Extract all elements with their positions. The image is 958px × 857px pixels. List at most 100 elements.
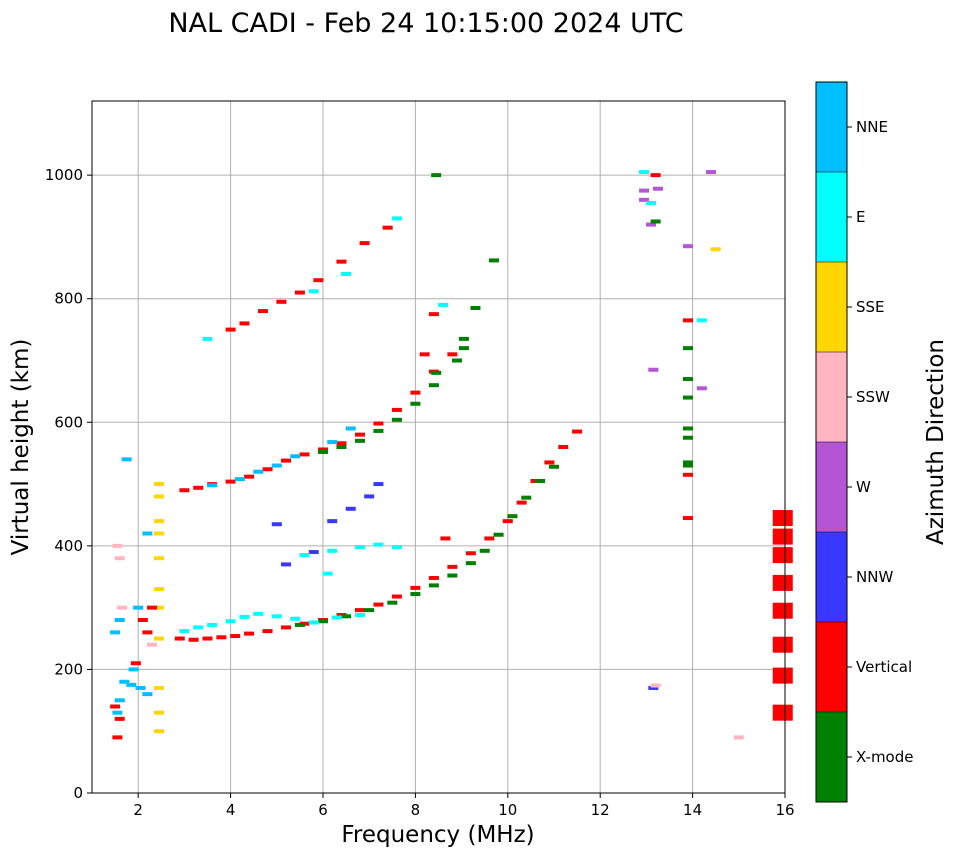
data-point: [341, 272, 352, 276]
colorbar: X-mode Vertical NNW W SSW SSE E NNE: [815, 81, 913, 803]
data-point: [382, 225, 393, 230]
data-point: [327, 548, 338, 553]
data-point: [682, 377, 693, 382]
data-point: [153, 531, 164, 536]
data-point: [257, 309, 268, 314]
data-point: [359, 241, 370, 246]
data-point: [202, 636, 213, 641]
data-point: [646, 200, 657, 205]
data-point: [281, 458, 292, 463]
data-point: [121, 457, 132, 462]
data-point: [572, 429, 583, 434]
data-point: [230, 634, 241, 639]
data-point: [682, 463, 693, 468]
data-point: [428, 312, 439, 317]
data-point: [128, 667, 139, 672]
data-point: [488, 258, 499, 263]
data-point: [387, 600, 398, 605]
data-point: [234, 477, 245, 482]
data-point: [354, 432, 365, 437]
data-point: [119, 679, 130, 684]
data-point: [112, 735, 123, 740]
data-point: [733, 735, 744, 740]
data-point: [112, 543, 123, 548]
data-point: [193, 625, 204, 630]
colorbar-tick-label: NNW: [856, 568, 893, 586]
data-point: [110, 630, 121, 635]
data-point: [225, 327, 236, 332]
data-point: [428, 583, 439, 588]
data-point: [648, 367, 659, 372]
data-point: [207, 483, 218, 488]
data-point: [447, 352, 458, 357]
y-tick-label: 800: [54, 290, 83, 308]
data-point: [373, 602, 384, 607]
y-axis-label: Virtual height (km): [8, 339, 34, 556]
data-point: [516, 500, 527, 505]
data-point: [318, 449, 328, 454]
data-point: [308, 550, 319, 555]
data-point: [507, 514, 518, 519]
data-point: [639, 197, 650, 202]
data-point: [354, 545, 365, 550]
data-point: [179, 629, 190, 634]
data-point: [271, 614, 282, 619]
data-point: [772, 602, 793, 619]
colorbar-segment: [816, 82, 847, 172]
y-axis-ticks: 0 200 400 600 800 1000: [45, 166, 92, 802]
data-point: [244, 631, 255, 636]
data-point: [410, 401, 421, 406]
data-point: [682, 426, 693, 431]
data-point: [225, 619, 236, 624]
data-point: [373, 542, 384, 547]
data-point: [153, 587, 164, 592]
data-point: [331, 615, 342, 620]
data-point: [239, 614, 250, 619]
data-point: [549, 464, 559, 469]
grid-lines: [92, 101, 786, 794]
x-tick-label: 16: [775, 801, 794, 819]
data-point: [648, 685, 659, 690]
data-point: [354, 613, 365, 618]
colorbar-tick-label: X-mode: [856, 748, 913, 766]
data-point: [479, 548, 490, 553]
data-point: [410, 390, 421, 395]
data-point: [639, 170, 650, 175]
data-point: [465, 561, 476, 566]
data-point: [431, 370, 442, 375]
data-point: [345, 426, 356, 431]
x-tick-label: 6: [318, 801, 328, 819]
data-point: [451, 358, 462, 363]
data-point: [202, 336, 213, 341]
data-point: [772, 528, 793, 545]
data-point: [193, 485, 204, 490]
data-point: [447, 573, 458, 578]
data-point: [465, 551, 476, 556]
data-point: [244, 474, 255, 479]
data-point: [294, 290, 305, 295]
colorbar-segment: [816, 622, 847, 712]
data-point: [179, 488, 190, 493]
x-tick-label: 10: [498, 801, 517, 819]
data-point: [772, 636, 793, 653]
data-point: [391, 545, 402, 550]
data-point: [373, 421, 384, 426]
data-point: [391, 407, 402, 412]
data-point: [345, 506, 356, 511]
data-point: [308, 620, 319, 625]
data-point: [373, 428, 384, 433]
data-point: [650, 173, 661, 178]
data-point: [410, 585, 421, 590]
colorbar-segment: [816, 712, 847, 802]
colorbar-tick-label: NNE: [856, 118, 888, 136]
data-point: [336, 259, 347, 264]
data-point: [142, 531, 153, 536]
data-point: [458, 336, 469, 341]
data-point: [682, 346, 693, 351]
data-point: [696, 386, 707, 391]
data-point: [428, 575, 439, 580]
data-point: [652, 186, 663, 191]
data-point: [428, 383, 439, 388]
data-point: [458, 346, 469, 351]
data-point: [431, 173, 442, 178]
